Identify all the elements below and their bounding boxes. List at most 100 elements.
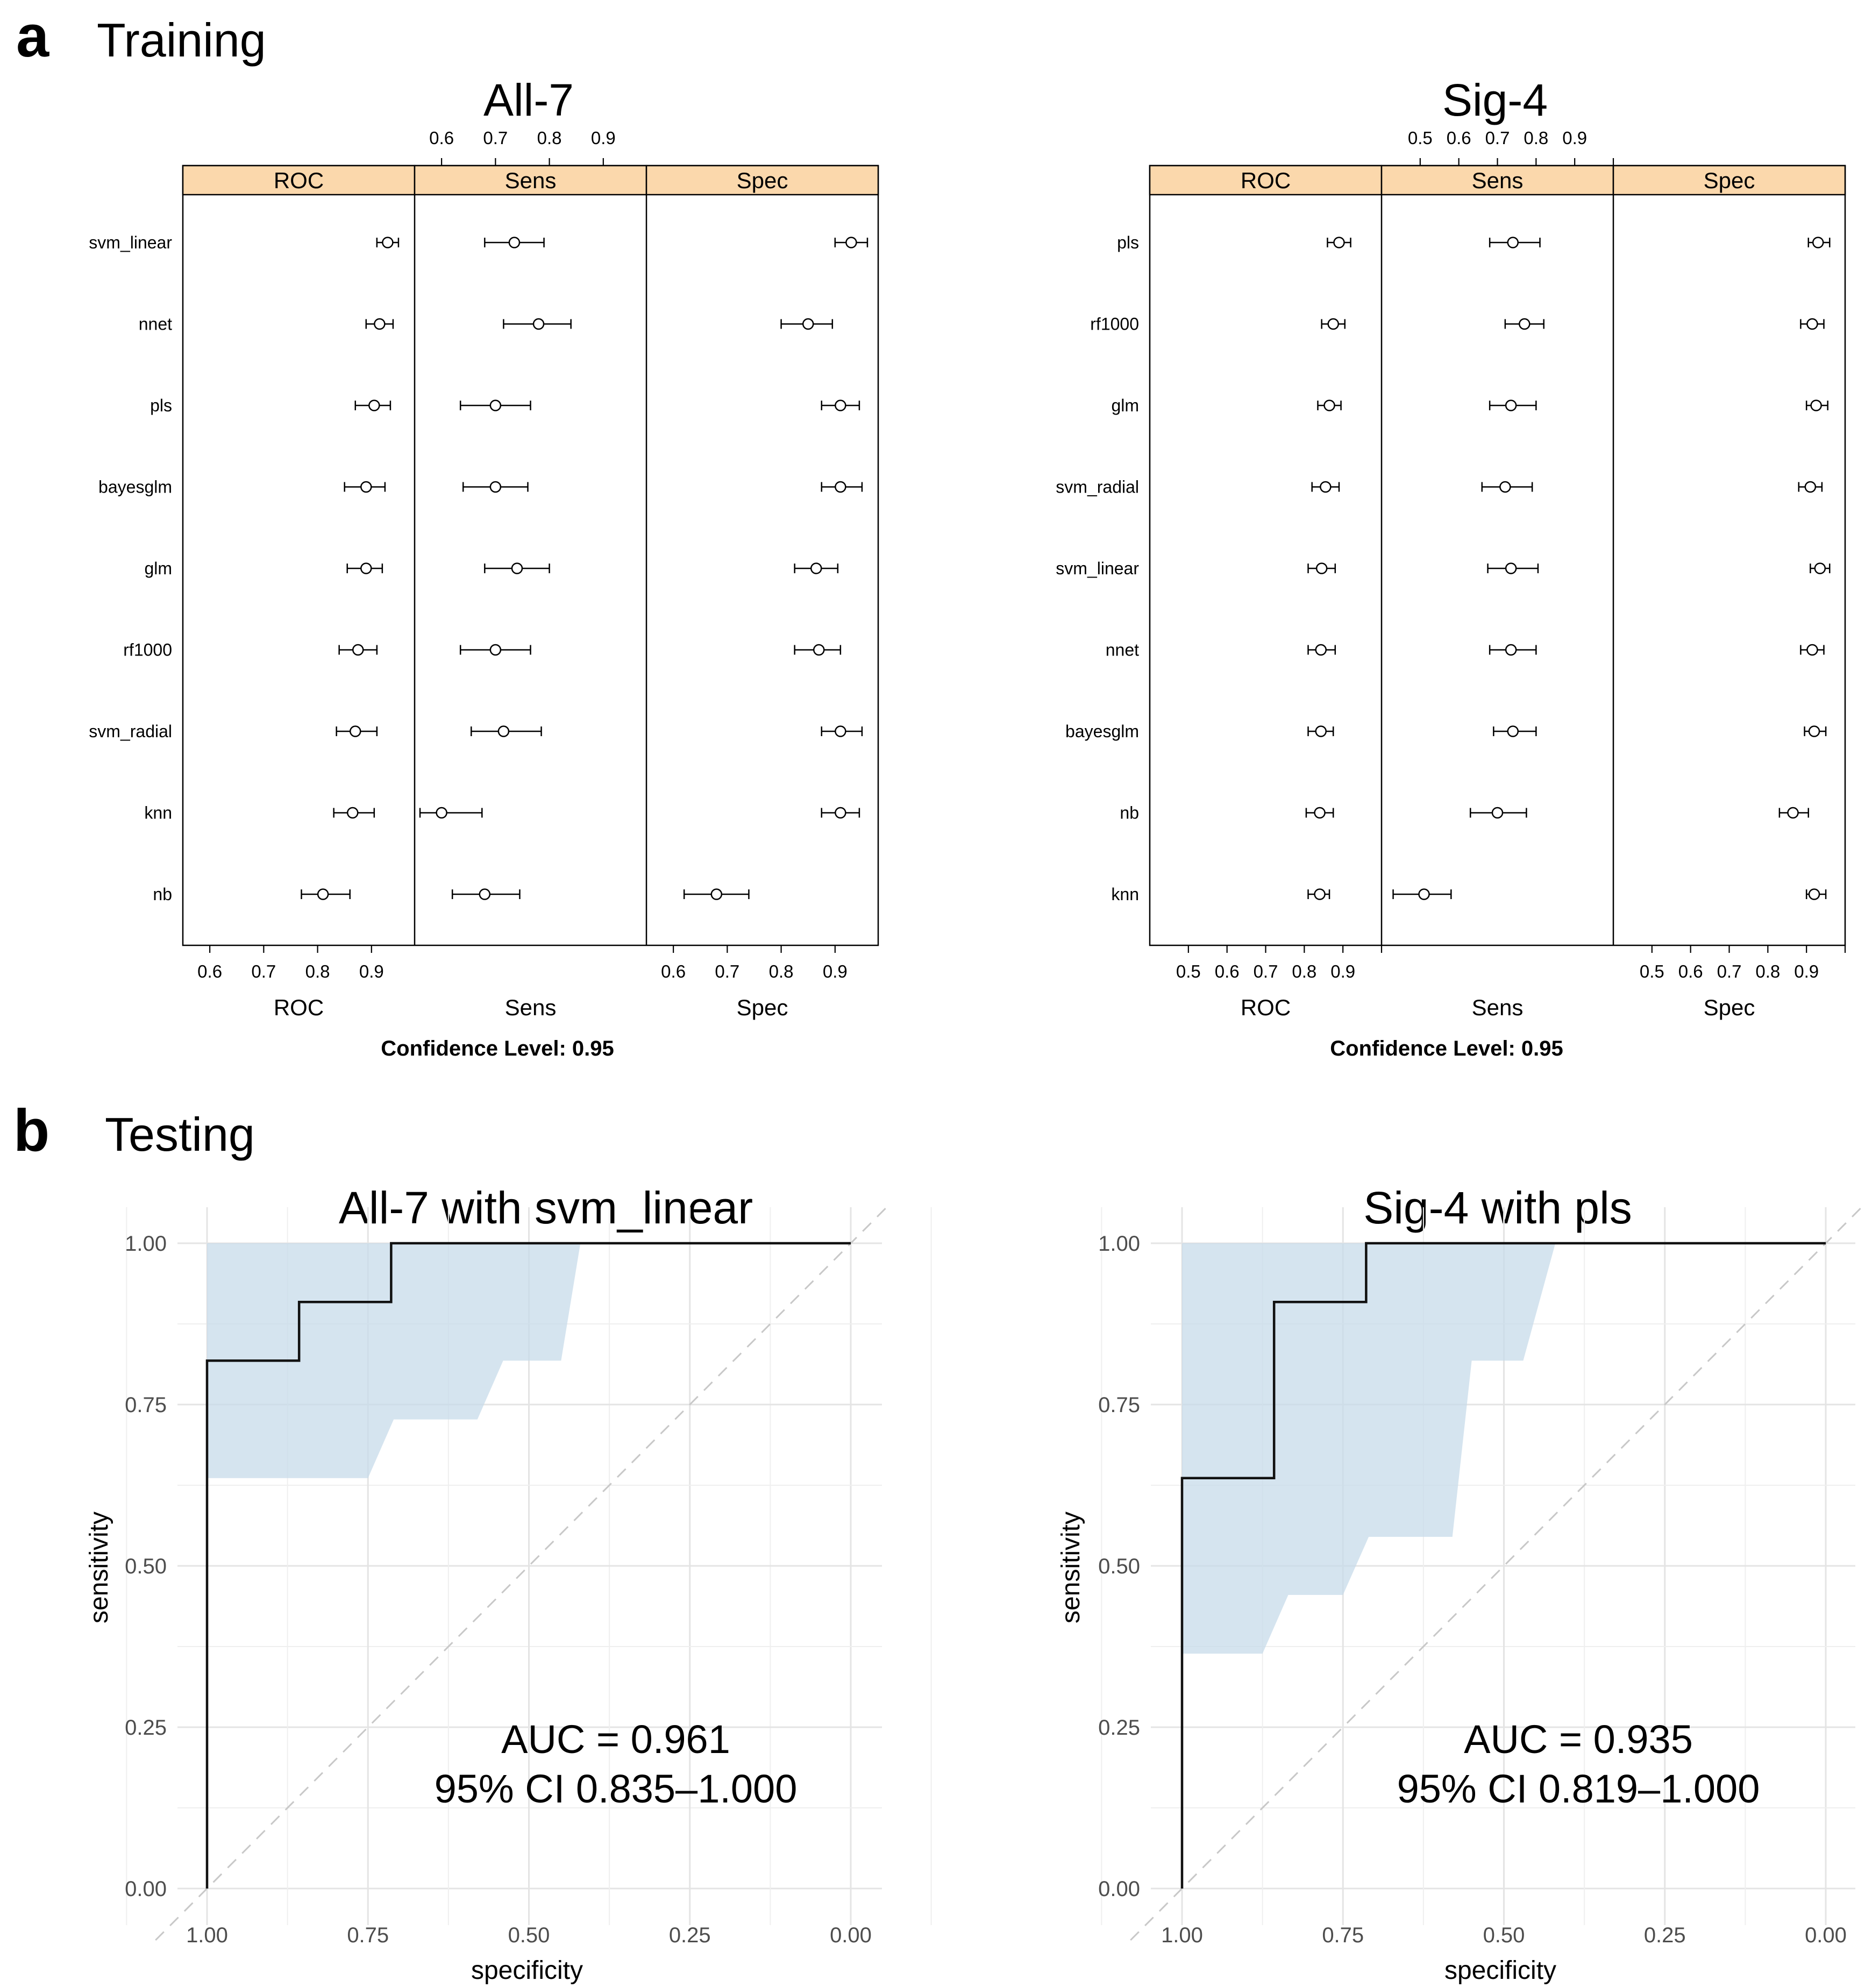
tick-label: 0.7 xyxy=(1717,961,1742,981)
y-tick-label: 0.50 xyxy=(1098,1555,1140,1578)
mark-nb-sens xyxy=(1469,807,1527,819)
panel-a-title: Training xyxy=(97,13,266,67)
tick-label: 0.6 xyxy=(1447,128,1471,148)
point xyxy=(1320,481,1332,493)
tick-label: 0.9 xyxy=(1562,128,1587,148)
point xyxy=(1810,400,1822,411)
point xyxy=(1315,644,1327,656)
mark-knn-sens xyxy=(419,807,483,819)
axis-name-spec: Spec xyxy=(1704,995,1755,1020)
tick-label: 0.8 xyxy=(1292,961,1316,981)
point xyxy=(511,562,523,574)
point xyxy=(349,725,361,737)
model-label-knn: knn xyxy=(1111,885,1139,904)
mark-rf1000-spec xyxy=(794,644,842,656)
mark-svm_radial-sens xyxy=(1481,481,1533,493)
tick-label: 0.6 xyxy=(1215,961,1240,981)
tick-label: 0.8 xyxy=(305,961,330,981)
mark-rf1000-roc xyxy=(1321,318,1346,330)
mark-nnet-roc xyxy=(1307,644,1336,656)
panel-b-title: Testing xyxy=(105,1108,255,1161)
mark-nnet-sens xyxy=(1489,644,1537,656)
dotplot-all7-marks xyxy=(301,237,869,900)
point xyxy=(1519,318,1531,330)
point xyxy=(1814,562,1826,574)
strip-label-roc: ROC xyxy=(274,168,324,193)
strip-label-sens: Sens xyxy=(1472,168,1524,193)
model-label-svm_linear: svm_linear xyxy=(89,233,172,252)
point xyxy=(1499,481,1511,493)
frame-border xyxy=(182,165,879,946)
model-label-rf1000: rf1000 xyxy=(123,640,172,660)
tick-label: 0.5 xyxy=(1176,961,1201,981)
roc-sig4: Sig-4 with pls 1.00 0.75 0.50 0.25 0.00 0.00 0… xyxy=(1057,1182,1865,1985)
ci-band-area xyxy=(1182,1243,1556,1654)
mark-nnet-roc xyxy=(365,318,394,330)
tick-label: 0.7 xyxy=(483,128,508,148)
roc-sig4-curve xyxy=(1180,1242,1826,1889)
model-label-nb: nb xyxy=(1120,803,1139,823)
point xyxy=(1505,644,1517,656)
mark-nnet-spec xyxy=(1800,644,1825,656)
dotplot-sig4-confidence: Confidence Level: 0.95 xyxy=(1330,1037,1563,1060)
x-tick-label: 0.50 xyxy=(508,1923,550,1947)
axis-name-sens: Sens xyxy=(1472,995,1524,1020)
mark-knn-roc xyxy=(333,807,375,819)
roc-all7: All-7 with svm_linear 1.00 0.75 0.50 0.25 0.… xyxy=(85,1182,932,1985)
model-label-nnet: nnet xyxy=(139,315,172,334)
dotplot-sig4-frame xyxy=(1149,165,1846,946)
roc-sig4-ci: 95% CI 0.819–1.000 xyxy=(1397,1766,1760,1811)
roc-sig4-auc: AUC = 0.935 xyxy=(1464,1717,1693,1762)
mark-glm-sens xyxy=(1489,400,1537,411)
frame-border xyxy=(1149,165,1846,946)
roc-line xyxy=(205,1242,851,1889)
point xyxy=(1806,644,1818,656)
point xyxy=(835,481,846,493)
mark-rf1000-sens xyxy=(459,644,531,656)
mark-nb-spec xyxy=(683,888,750,900)
x-tick-label: 0.75 xyxy=(347,1923,389,1947)
mark-bayesglm-spec xyxy=(821,481,863,493)
roc-all7-auc: AUC = 0.961 xyxy=(501,1717,730,1762)
point xyxy=(1507,725,1519,737)
point xyxy=(479,888,491,900)
mark-svm_linear-spec xyxy=(1810,562,1831,574)
point xyxy=(1806,318,1818,330)
point xyxy=(1804,481,1817,493)
tick-label: 0.5 xyxy=(1408,128,1433,148)
x-tick-label: 0.00 xyxy=(1805,1923,1847,1947)
x-tick-label: 1.00 xyxy=(186,1923,228,1947)
point xyxy=(1491,807,1504,819)
x-tick-label: 0.25 xyxy=(669,1923,711,1947)
strip-label-spec: Spec xyxy=(1704,168,1755,193)
point xyxy=(1505,562,1517,574)
tick-label: 0.9 xyxy=(591,128,616,148)
point xyxy=(360,481,372,493)
tick-label: 0.9 xyxy=(823,961,848,981)
dotplot-sig4-ticks: 0.5 0.6 0.7 0.8 0.9 ROC 0.5 0.6 0.7 0.8 0.9 Sens 0.5… xyxy=(1176,128,1846,1020)
strip-label-sens: Sens xyxy=(505,168,557,193)
mark-pls-sens xyxy=(459,400,531,411)
y-tick-label: 1.00 xyxy=(1098,1232,1140,1256)
y-tick-label: 0.50 xyxy=(125,1555,167,1578)
point xyxy=(710,888,723,900)
mark-knn-spec xyxy=(821,807,860,819)
point xyxy=(1787,807,1799,819)
mark-nb-roc xyxy=(1305,807,1334,819)
point xyxy=(835,807,846,819)
point xyxy=(489,400,502,411)
mark-knn-spec xyxy=(1805,888,1827,900)
point xyxy=(1507,237,1519,248)
mark-nb-roc xyxy=(301,888,351,900)
chance-diagonal xyxy=(155,1203,890,1941)
axis-name-roc: ROC xyxy=(274,995,324,1020)
model-label-pls: pls xyxy=(150,396,172,415)
strip-label-roc: ROC xyxy=(1241,168,1291,193)
x-tick-label: 0.25 xyxy=(1644,1923,1686,1947)
tick-label: 0.6 xyxy=(1678,961,1703,981)
model-label-nnet: nnet xyxy=(1106,640,1139,660)
tick-label: 0.6 xyxy=(197,961,222,981)
